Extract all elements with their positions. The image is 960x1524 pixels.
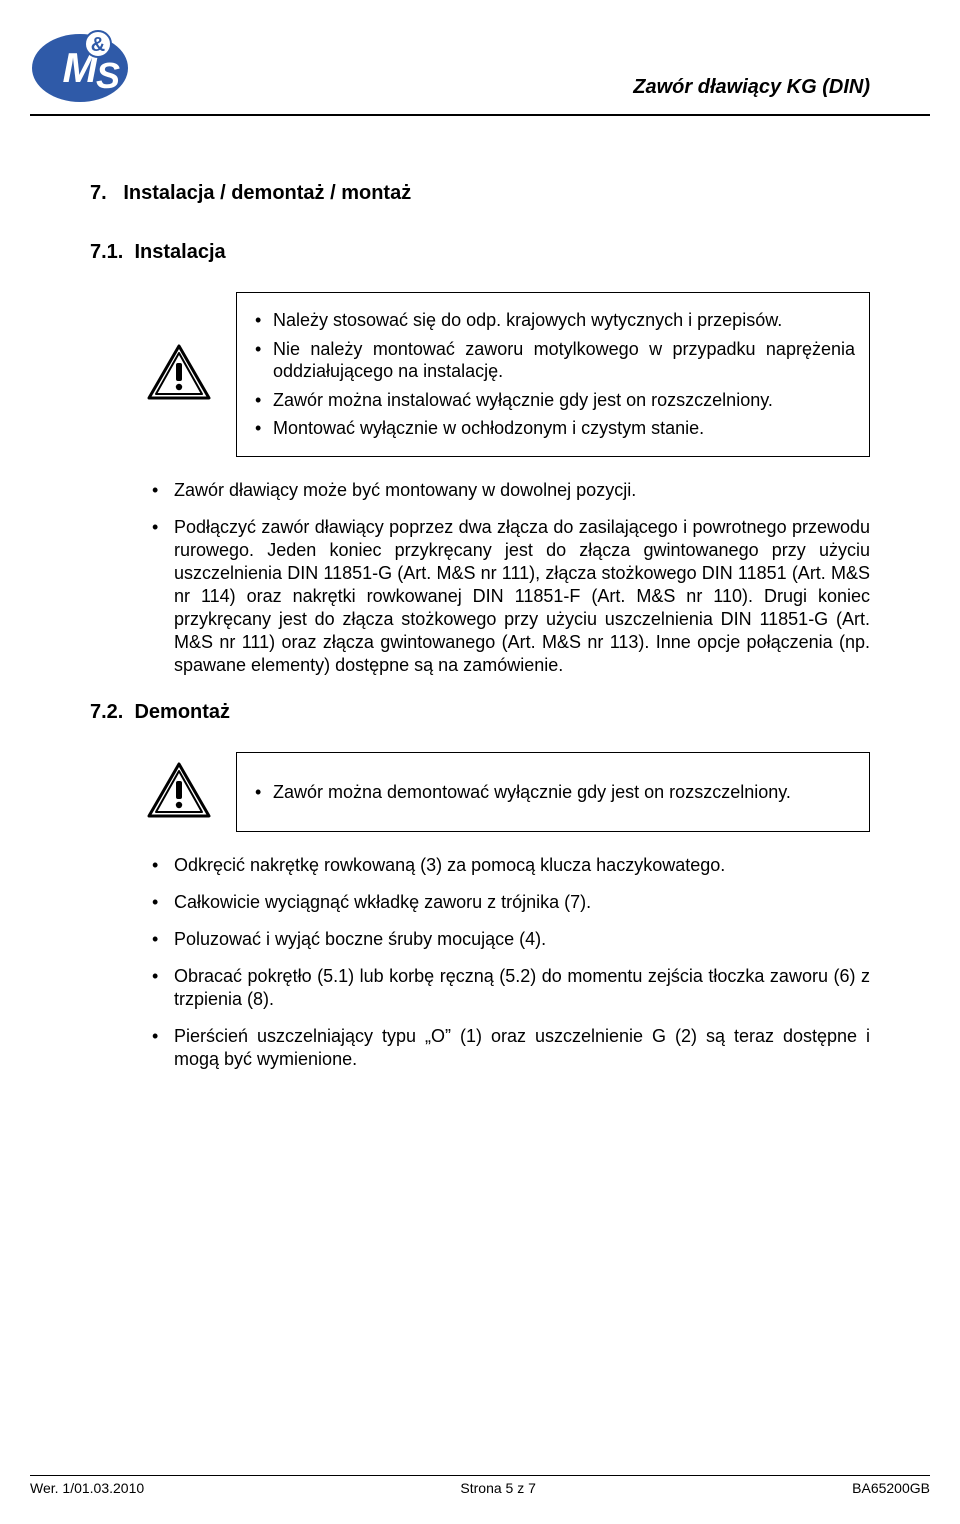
warning-box-7-1: Należy stosować się do odp. krajowych wy…: [236, 292, 870, 457]
footer-right: BA65200GB: [852, 1480, 930, 1496]
section-7-num: 7.: [90, 182, 107, 204]
list-item: Nie należy montować zaworu motylkowego w…: [251, 338, 855, 383]
warning-box-7-2-row: Zawór można demontować wyłącznie gdy jes…: [146, 752, 870, 833]
list-item: Podłączyć zawór dławiący poprzez dwa złą…: [146, 516, 870, 677]
list-item: Pierścień uszczelniający typu „O” (1) or…: [146, 1025, 870, 1071]
svg-text:&: &: [91, 34, 105, 56]
warning-icon: [146, 343, 212, 406]
list-item: Zawór dławiący może być montowany w dowo…: [146, 479, 870, 502]
footer-row: Wer. 1/01.03.2010 Strona 5 z 7 BA65200GB: [30, 1480, 930, 1496]
header-title: Zawór dławiący KG (DIN): [633, 76, 870, 99]
warning-box-7-2: Zawór można demontować wyłącznie gdy jes…: [236, 752, 870, 833]
ms-logo: M S &: [30, 26, 140, 111]
svg-text:S: S: [96, 55, 120, 96]
list-item: Należy stosować się do odp. krajowych wy…: [251, 309, 855, 332]
section-7-1-num: 7.1.: [90, 241, 123, 263]
warning-box-7-1-row: Należy stosować się do odp. krajowych wy…: [146, 292, 870, 457]
section-7-1-title: Instalacja: [134, 241, 225, 263]
section-7-title: Instalacja / demontaż / montaż: [123, 182, 411, 204]
body-7-2-list: Odkręcić nakrętkę rowkowaną (3) za pomoc…: [146, 854, 870, 1071]
header-rule: [30, 114, 930, 116]
section-7-2-title: Demontaż: [134, 701, 230, 723]
warning-icon: [146, 761, 212, 824]
content: 7. Instalacja / demontaż / montaż 7.1. I…: [90, 130, 870, 1071]
footer-rule: [30, 1475, 930, 1476]
list-item: Poluzować i wyjąć boczne śruby mocujące …: [146, 928, 870, 951]
page: M S & Zawór dławiący KG (DIN) 7. Instala…: [0, 0, 960, 1524]
footer-left: Wer. 1/01.03.2010: [30, 1480, 144, 1496]
list-item: Obracać pokrętło (5.1) lub korbę ręczną …: [146, 965, 870, 1011]
section-7-heading: 7. Instalacja / demontaż / montaż: [90, 182, 870, 205]
warning-box-7-2-list: Zawór można demontować wyłącznie gdy jes…: [251, 781, 855, 804]
list-item: Zawór można instalować wyłącznie gdy jes…: [251, 389, 855, 412]
list-item: Montować wyłącznie w ochłodzonym i czyst…: [251, 417, 855, 440]
warning-box-7-1-list: Należy stosować się do odp. krajowych wy…: [251, 309, 855, 440]
section-7-2-heading: 7.2. Demontaż: [90, 701, 870, 724]
page-footer: Wer. 1/01.03.2010 Strona 5 z 7 BA65200GB: [30, 1475, 930, 1496]
list-item: Odkręcić nakrętkę rowkowaną (3) za pomoc…: [146, 854, 870, 877]
page-header: M S & Zawór dławiący KG (DIN): [90, 40, 870, 130]
list-item: Zawór można demontować wyłącznie gdy jes…: [251, 781, 855, 804]
section-7-2-num: 7.2.: [90, 701, 123, 723]
list-item: Całkowicie wyciągnąć wkładkę zaworu z tr…: [146, 891, 870, 914]
section-7-1-heading: 7.1. Instalacja: [90, 241, 870, 264]
body-7-1-list: Zawór dławiący może być montowany w dowo…: [146, 479, 870, 677]
footer-center: Strona 5 z 7: [460, 1480, 536, 1496]
